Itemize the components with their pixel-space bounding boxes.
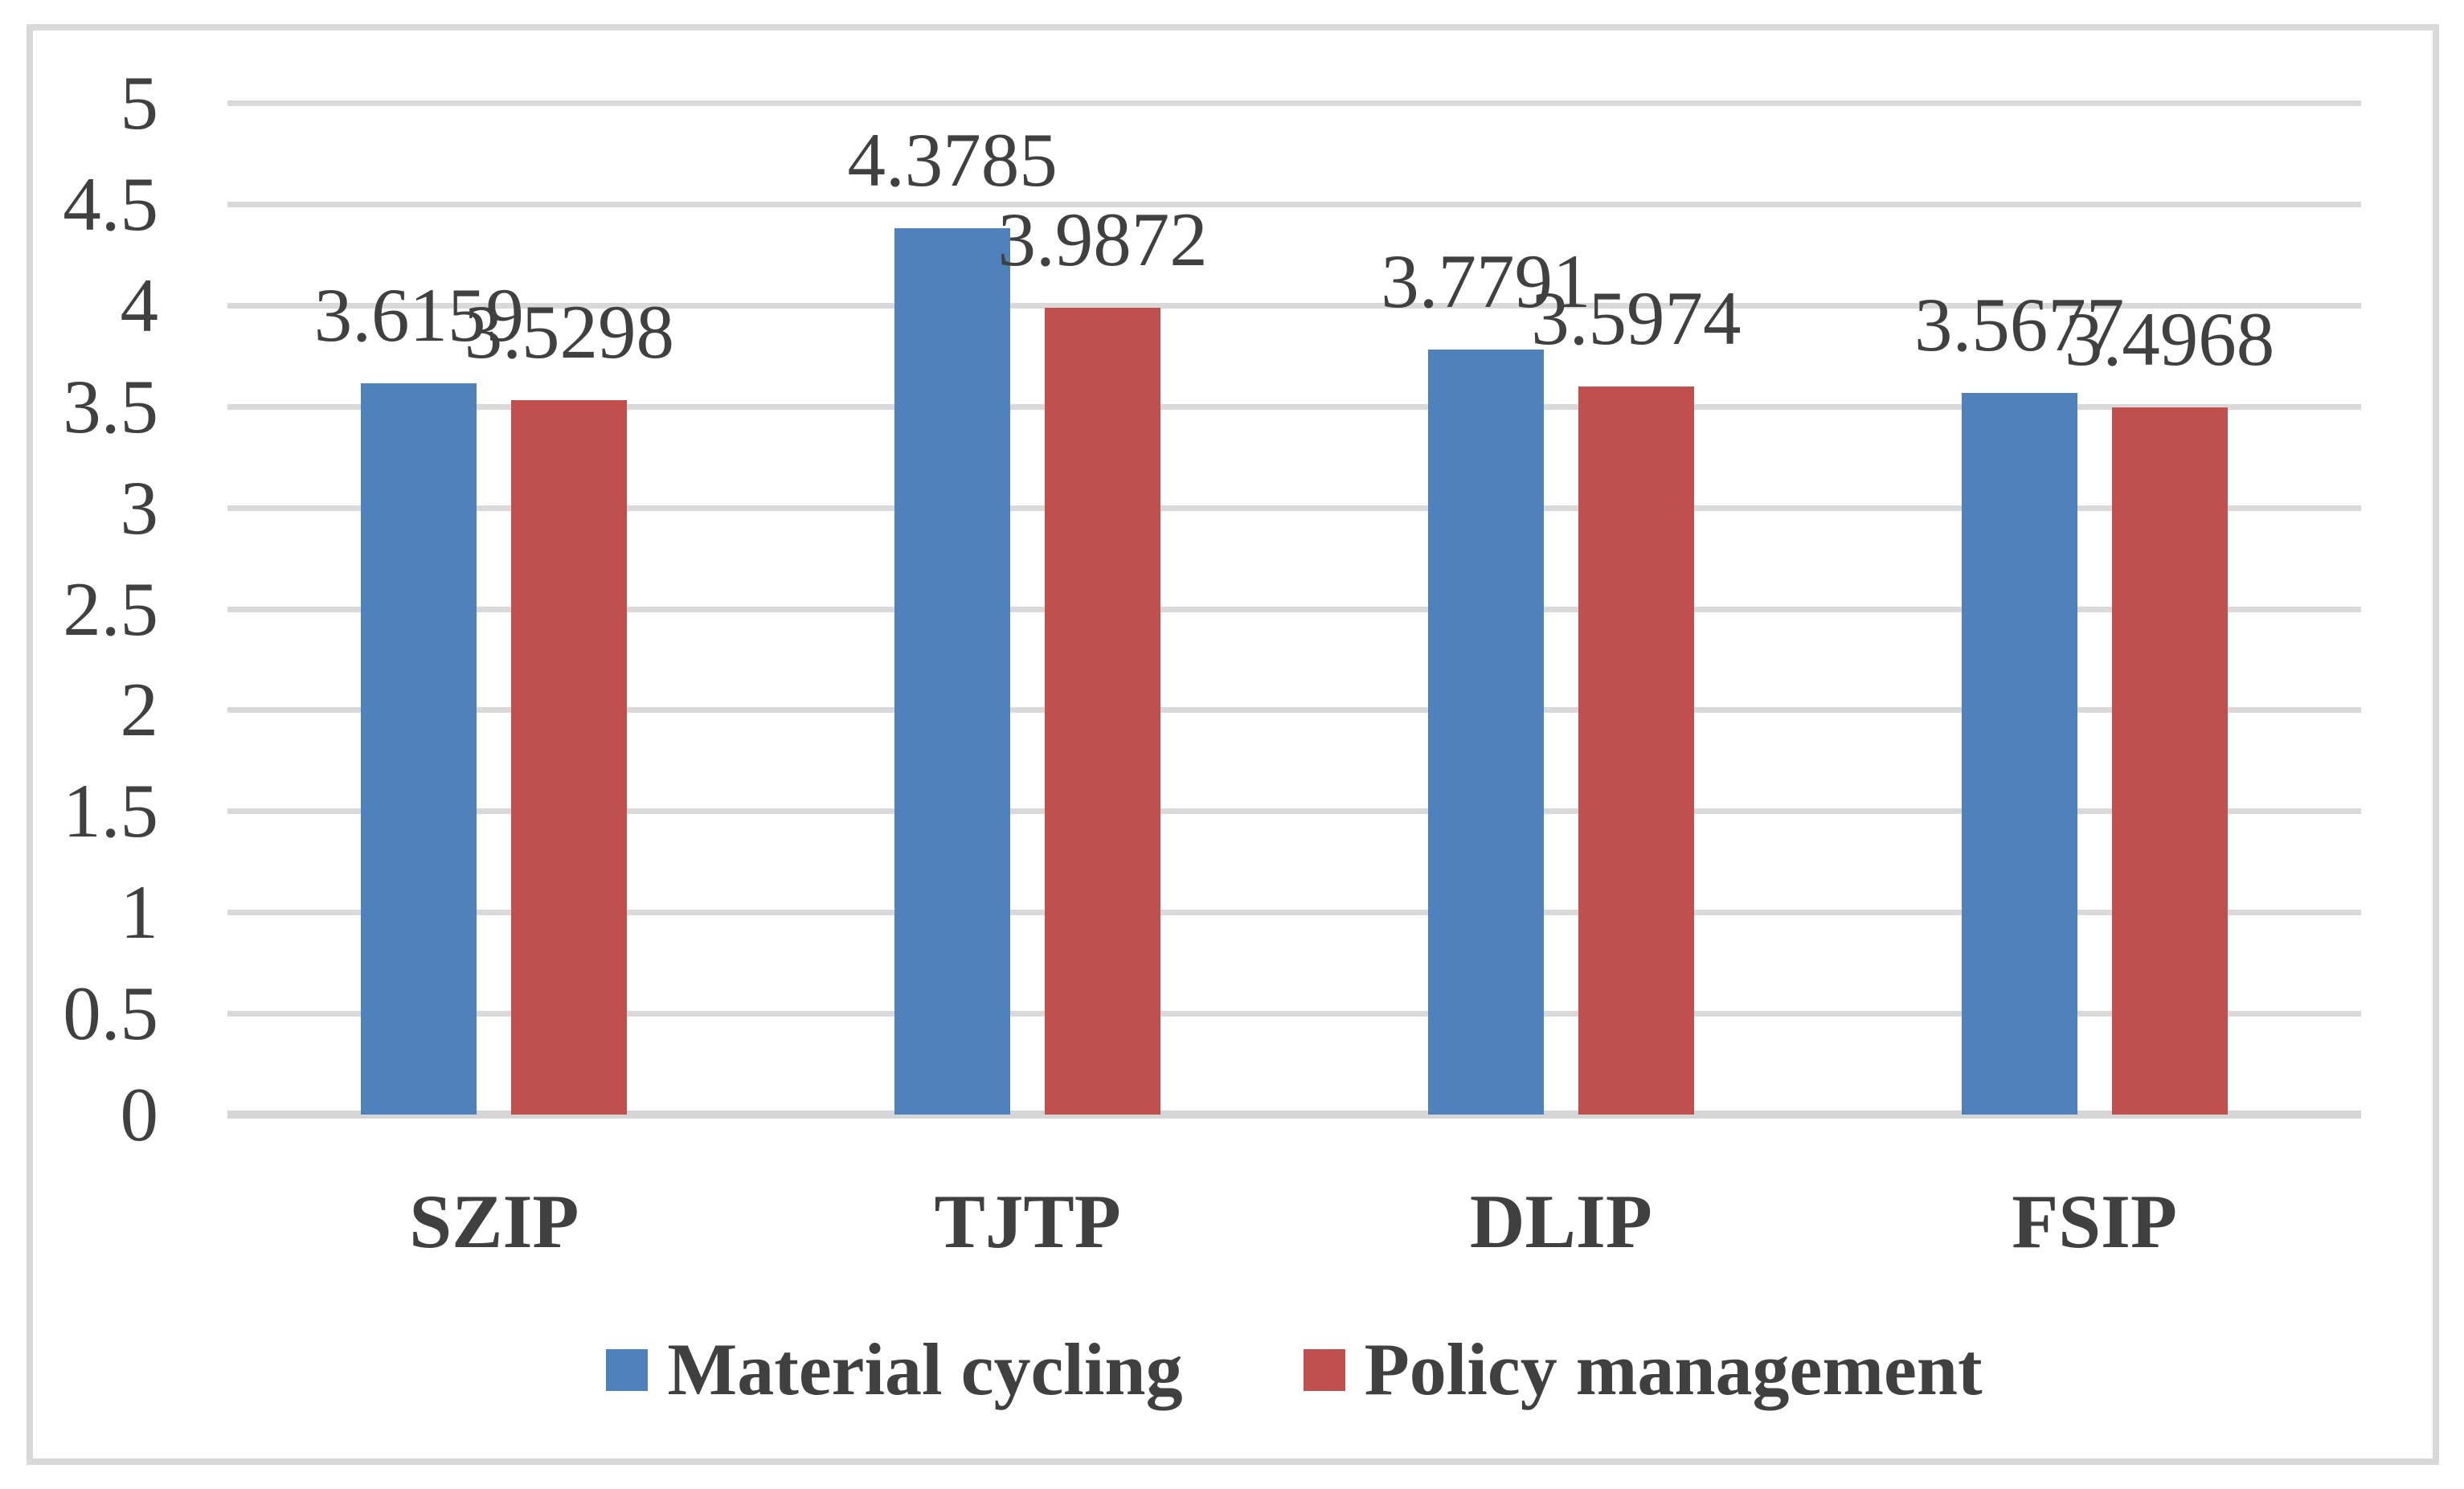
bar-szip-series2 — [511, 400, 628, 1115]
data-label: 3.5298 — [464, 289, 674, 374]
bar-fsip-series1 — [1961, 393, 2077, 1115]
x-axis-category-label: DLIP — [1469, 1179, 1652, 1264]
data-label: 4.3785 — [847, 117, 1058, 202]
x-axis-category-label: SZIP — [409, 1179, 579, 1264]
gridline — [227, 302, 2361, 309]
x-axis-line — [227, 1111, 2361, 1119]
bar-tjtp-series2 — [1045, 308, 1161, 1115]
bar-dlip-series1 — [1427, 350, 1544, 1115]
legend-label: Material cycling — [667, 1328, 1183, 1411]
legend-swatch — [606, 1349, 649, 1391]
y-axis-tick-label: 4 — [120, 262, 159, 348]
bar-szip-series1 — [361, 383, 477, 1115]
data-label: 3.7791 — [1381, 239, 1591, 324]
data-label: 3.4968 — [2065, 297, 2275, 382]
y-axis-tick-label: 0.5 — [63, 971, 158, 1057]
y-axis-tick-label: 4.5 — [63, 161, 158, 247]
gridline — [227, 1011, 2361, 1017]
gridline — [227, 808, 2361, 815]
legend-item: Policy management — [1303, 1328, 1983, 1411]
y-axis-tick-label: 2 — [120, 667, 159, 753]
bar-fsip-series2 — [2111, 407, 2228, 1115]
y-axis-tick-label: 3.5 — [63, 363, 158, 449]
y-axis-tick-label: 3 — [120, 464, 159, 550]
legend-item: Material cycling — [606, 1328, 1183, 1411]
gridline — [227, 100, 2361, 106]
x-axis-category-label: TJTP — [934, 1179, 1121, 1264]
gridline — [227, 606, 2361, 612]
data-label: 3.6159 — [313, 272, 524, 358]
gridline — [227, 403, 2361, 410]
y-axis-tick-label: 2.5 — [63, 566, 158, 652]
bar-tjtp-series1 — [894, 228, 1011, 1115]
legend: Material cycling Policy management — [227, 1322, 2361, 1418]
data-label: 3.5974 — [1531, 276, 1742, 361]
y-axis-tick-label: 5 — [120, 60, 159, 145]
bar-dlip-series2 — [1578, 387, 1694, 1115]
legend-swatch — [1303, 1349, 1345, 1391]
gridline — [227, 505, 2361, 511]
y-axis-tick-label: 1.5 — [63, 768, 158, 854]
y-axis-tick-label: 1 — [120, 869, 159, 955]
legend-label: Policy management — [1364, 1328, 1983, 1411]
data-label: 3.5677 — [1914, 282, 2125, 367]
y-axis-tick-label: 0 — [120, 1072, 159, 1157]
data-label: 3.9872 — [997, 197, 1208, 282]
x-axis-category-label: FSIP — [2012, 1179, 2178, 1264]
gridline — [227, 707, 2361, 714]
gridline — [227, 910, 2361, 916]
gridline — [227, 201, 2361, 207]
